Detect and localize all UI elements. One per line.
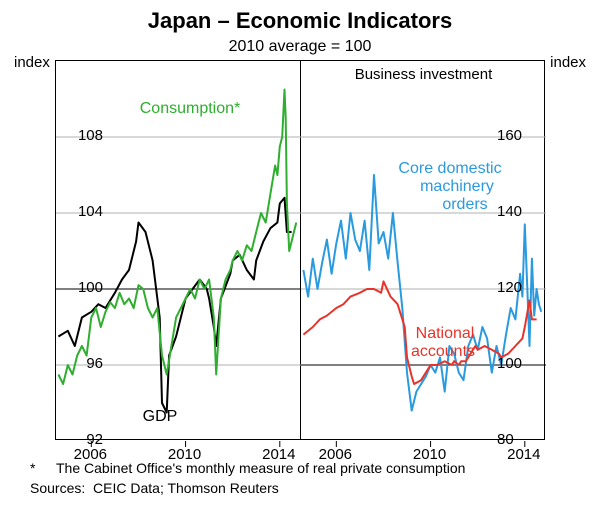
footnote-marker: * xyxy=(30,460,56,476)
right-panel: Business investment xyxy=(301,61,546,439)
y-tick-label-left: 100 xyxy=(63,279,103,296)
sources-text: CEIC Data; Thomson Reuters xyxy=(93,480,279,496)
sources: Sources: CEIC Data; Thomson Reuters xyxy=(30,480,570,496)
series-annotation: Consumption* xyxy=(140,100,241,118)
chart-container: Japan – Economic Indicators 2010 average… xyxy=(0,0,600,514)
series-annotation: orders xyxy=(442,196,487,214)
footnote: *The Cabinet Office's monthly measure of… xyxy=(30,460,570,476)
y-axis-title-right: index xyxy=(550,54,586,71)
chart-title: Japan – Economic Indicators xyxy=(0,8,600,34)
y-tick-label-left: 96 xyxy=(63,355,103,372)
series-annotation: accounts xyxy=(411,343,475,361)
series-annotation: GDP xyxy=(143,408,178,426)
y-tick-label-right: 100 xyxy=(497,355,537,372)
y-tick-label-left: 104 xyxy=(63,203,103,220)
chart-subtitle: 2010 average = 100 xyxy=(0,38,600,56)
y-tick-label-left: 108 xyxy=(63,127,103,144)
y-axis-title-left: index xyxy=(14,54,50,71)
series-annotation: National xyxy=(416,325,475,343)
footnote-text: The Cabinet Office's monthly measure of … xyxy=(56,460,465,476)
series-annotation: machinery xyxy=(420,178,494,196)
y-tick-label-right: 120 xyxy=(497,279,537,296)
plot-area: Business investment xyxy=(55,60,545,440)
y-tick-label-right: 160 xyxy=(497,127,537,144)
y-tick-label-right: 140 xyxy=(497,203,537,220)
right-panel-svg xyxy=(301,61,546,439)
series-annotation: Core domestic xyxy=(398,160,501,178)
sources-label: Sources: xyxy=(30,480,85,496)
